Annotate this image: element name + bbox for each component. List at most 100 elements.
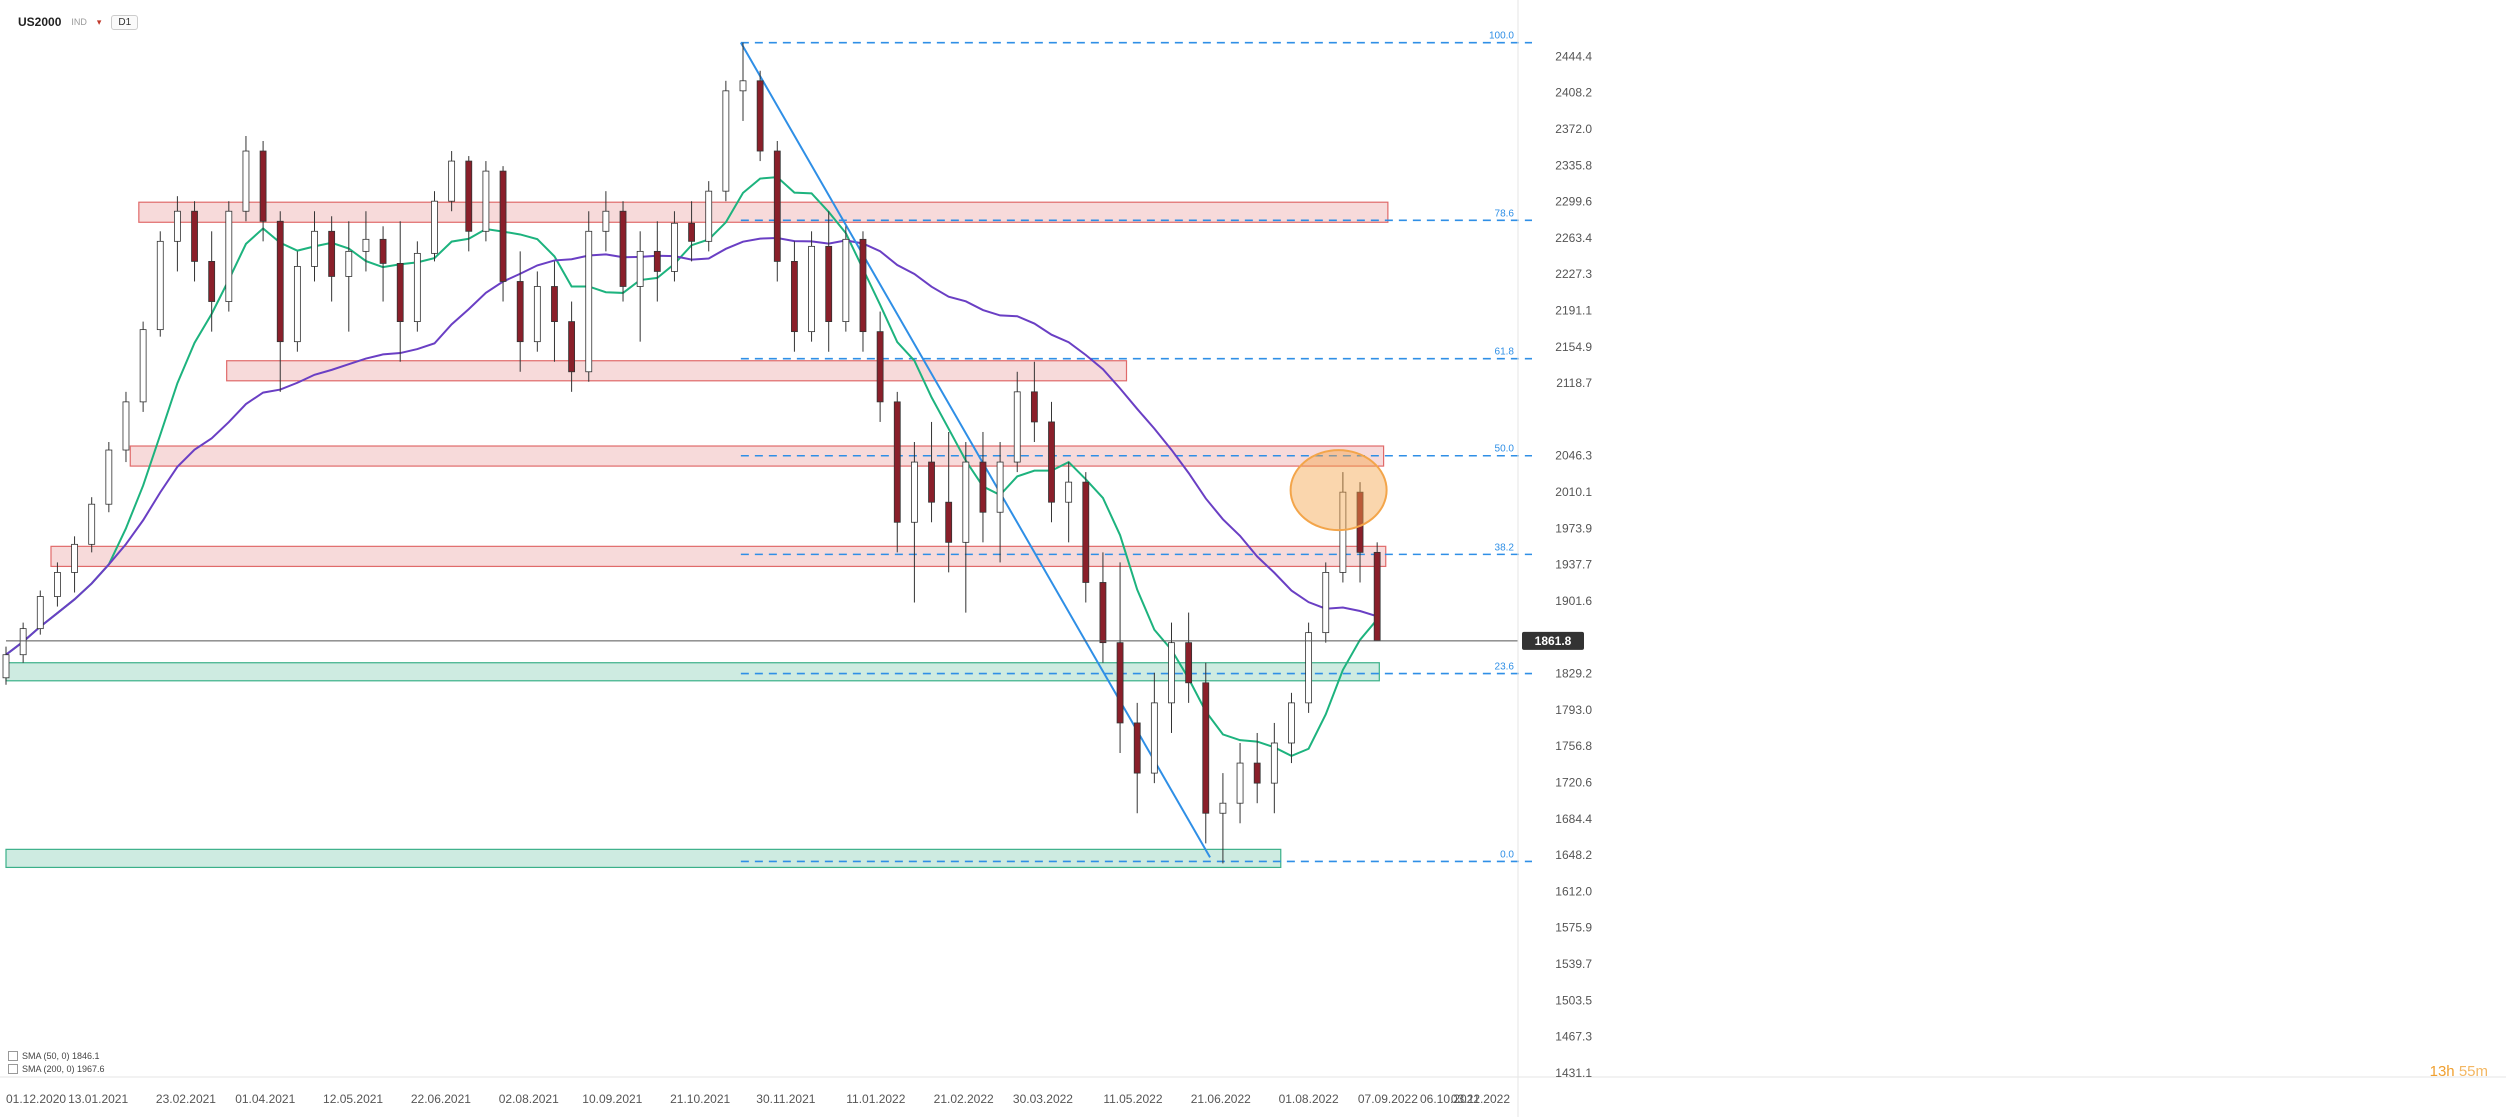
candle-body (276, 220, 284, 343)
candle-body (122, 401, 130, 451)
candle-body (1048, 421, 1055, 503)
legend-sma200[interactable]: SMA (200, 0) 1967.6 (8, 1064, 105, 1074)
x-tick-label: 01.12.2020 (6, 1092, 66, 1106)
y-tick-label: 1431.1 (1555, 1066, 1592, 1080)
candle-body (225, 210, 233, 302)
candle-body (1013, 391, 1021, 463)
legend-toggle-icon[interactable] (8, 1051, 18, 1061)
x-tick-label: 03.11.2022 (1451, 1092, 1510, 1106)
candle-body (602, 210, 610, 232)
y-tick-label: 2444.4 (1555, 49, 1592, 63)
legend-sma50-label: SMA (50, 0) 1846.1 (22, 1051, 100, 1061)
candle-body (671, 222, 678, 272)
fibonacci-layer: 100.0 78.6 61.8 50.0 38.2 23.6 0.0 (740, 31, 1532, 863)
x-tick-label: 13.01.2021 (68, 1092, 128, 1106)
candle-body (105, 449, 113, 505)
candle-body (551, 286, 558, 323)
y-tick-label: 2046.3 (1555, 449, 1592, 463)
indicator-label[interactable]: IND (71, 17, 87, 27)
candle-body (345, 250, 353, 277)
fib-level-label: 78.6 (1495, 208, 1515, 219)
candle-body (2, 654, 10, 679)
y-tick-label: 1720.6 (1555, 776, 1592, 790)
candle-body (173, 210, 181, 242)
y-tick-label: 1575.9 (1555, 921, 1592, 935)
y-tick-label: 1467.3 (1555, 1030, 1592, 1044)
candle-body (516, 281, 524, 343)
candle-body (1133, 722, 1141, 774)
y-tick-label: 1793.0 (1555, 703, 1592, 717)
candle-body (191, 210, 198, 262)
candle-body (19, 628, 27, 656)
y-tick-label: 2118.7 (1556, 376, 1592, 390)
candle-body (431, 200, 438, 254)
candle-body (71, 543, 78, 573)
support-zone (5, 848, 1282, 869)
candle-body (1065, 481, 1073, 503)
chevron-down-icon[interactable]: ▾ (96, 16, 102, 27)
candles-layer (2, 42, 1381, 864)
candle-body (328, 230, 336, 277)
x-tick-label: 21.02.2022 (934, 1092, 994, 1106)
candle-body (54, 572, 61, 597)
candle-body (1219, 802, 1227, 814)
candle-body (1202, 682, 1210, 814)
candle-body (1322, 572, 1330, 634)
y-tick-label: 2191.1 (1555, 303, 1592, 317)
resistance-zone (138, 201, 1389, 223)
candle-body (688, 222, 695, 242)
fib-level-label: 50.0 (1495, 444, 1515, 455)
y-tick-label: 1612.0 (1555, 884, 1592, 898)
candle-body (465, 160, 473, 232)
legend-sma200-label: SMA (200, 0) 1967.6 (22, 1064, 105, 1074)
x-tick-label: 11.01.2022 (846, 1092, 905, 1106)
candle-body (996, 461, 1004, 513)
chart-header: US2000 IND ▾ D1 (18, 14, 139, 30)
x-tick-label: 12.05.2021 (323, 1092, 383, 1106)
candle-body (1339, 491, 1347, 573)
zones-layer (5, 201, 1389, 869)
candle-body (979, 461, 987, 513)
candle-body (1356, 491, 1364, 553)
y-tick-label: 2263.4 (1555, 231, 1592, 245)
candle-body (1236, 762, 1244, 804)
candle-body (876, 331, 884, 403)
overlay-layer: 1861.8 (6, 449, 1584, 650)
candle-body (619, 210, 627, 287)
candle-body (1288, 702, 1295, 744)
y-tick-label: 1756.8 (1555, 739, 1592, 753)
y-tick-label: 2335.8 (1555, 158, 1592, 172)
y-tick-label: 2010.1 (1555, 485, 1592, 499)
candle-body (1373, 551, 1381, 642)
trendline-layer (739, 42, 1211, 858)
candle-countdown: 13h 55m (2430, 1063, 2488, 1080)
candle-body (88, 503, 96, 545)
timeframe-selector[interactable]: D1 (111, 14, 139, 30)
x-tick-label: 21.06.2022 (1191, 1092, 1251, 1106)
fib-level-label: 100.0 (1489, 31, 1514, 42)
resistance-zone (226, 360, 1128, 382)
candle-body (568, 321, 576, 373)
fib-level-label: 23.6 (1495, 662, 1515, 673)
candle-body (1150, 702, 1158, 774)
y-tick-label: 2299.6 (1555, 195, 1592, 209)
candle-body (859, 238, 867, 333)
y-tick-label: 2372.0 (1555, 122, 1592, 136)
y-tick-label: 1684.4 (1555, 812, 1592, 826)
candle-body (825, 245, 833, 323)
candle-body (910, 461, 918, 523)
candle-body (259, 150, 267, 222)
candle-body (156, 240, 164, 331)
symbol-label[interactable]: US2000 (18, 15, 62, 29)
candle-body (739, 80, 747, 92)
candle-body (396, 263, 404, 323)
candle-body (722, 90, 730, 192)
candle-body (893, 401, 901, 523)
x-tick-label: 21.10.2021 (670, 1092, 730, 1106)
legend-toggle-icon[interactable] (8, 1064, 18, 1074)
x-tick-label: 01.08.2022 (1279, 1092, 1339, 1106)
y-tick-label: 1829.2 (1555, 667, 1592, 681)
legend-sma50[interactable]: SMA (50, 0) 1846.1 (8, 1051, 100, 1061)
